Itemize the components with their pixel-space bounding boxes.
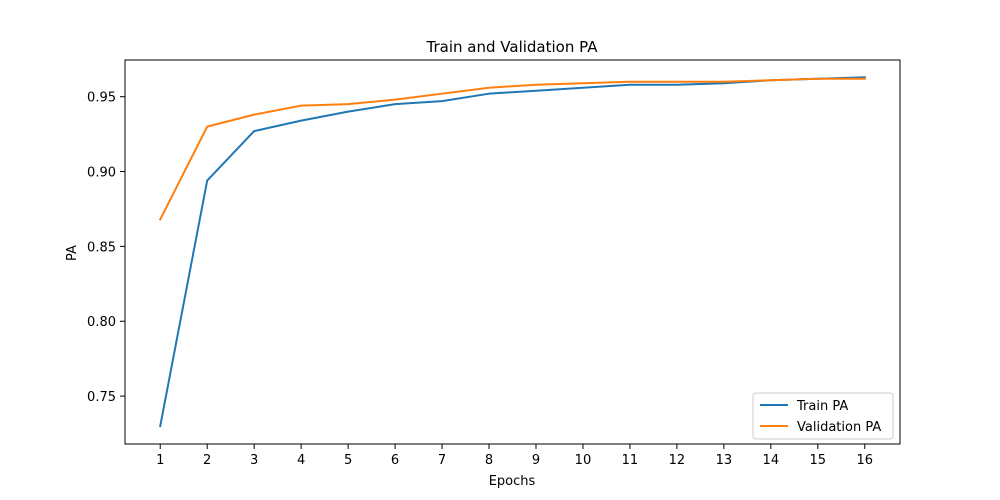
y-tick-label: 0.85: [87, 240, 116, 255]
x-axis-label: Epochs: [489, 474, 536, 489]
x-tick-label: 8: [485, 453, 493, 468]
x-tick-label: 4: [297, 453, 305, 468]
y-axis-ticks: 0.75 0.80 0.85 0.90 0.95: [87, 91, 125, 405]
y-tick-label: 0.90: [87, 166, 116, 181]
y-tick-label: 0.80: [87, 315, 116, 330]
x-tick-label: 9: [532, 453, 540, 468]
plot-frame: [124, 59, 901, 445]
x-tick-label: 6: [391, 453, 399, 468]
legend-entries: Train PA Validation PA: [760, 399, 881, 435]
y-tick-label: 0.75: [87, 390, 116, 405]
x-tick-label: 16: [856, 453, 873, 468]
x-tick-label: 11: [622, 453, 639, 468]
series-line-train-pa: [159, 76, 866, 428]
x-tick-label: 1: [156, 453, 164, 468]
x-tick-label: 14: [763, 453, 780, 468]
x-tick-label: 2: [203, 453, 211, 468]
x-tick-label: 5: [344, 453, 352, 468]
y-axis-label: PA: [65, 245, 80, 261]
x-tick-label: 10: [575, 453, 592, 468]
legend: Train PA Validation PA: [752, 392, 894, 440]
chart-title: Train and Validation PA: [426, 38, 599, 56]
x-tick-label: 13: [716, 453, 733, 468]
x-tick-label: 12: [669, 453, 686, 468]
x-tick-label: 7: [438, 453, 446, 468]
series-line-validation-pa: [158, 77, 866, 221]
x-tick-label: 3: [250, 453, 258, 468]
x-axis-ticks: 1 2 3 4 5 6 7 8 9 10 11 12 13 14 15 16: [156, 444, 873, 468]
x-tick-label: 15: [810, 453, 827, 468]
legend-label: Train PA: [796, 399, 848, 414]
legend-label: Validation PA: [797, 420, 881, 435]
y-tick-label: 0.95: [87, 91, 116, 106]
series-layer: [158, 76, 866, 428]
